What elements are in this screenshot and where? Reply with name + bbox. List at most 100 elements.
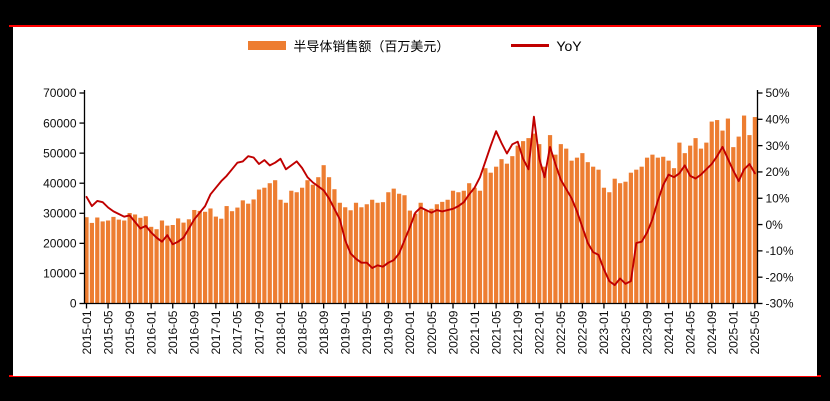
bar-2019-12 — [402, 195, 407, 304]
bar-2024-05 — [688, 145, 693, 304]
x-tick-label: 2019-05 — [360, 310, 374, 354]
bar-2016-12 — [208, 208, 213, 304]
bar-2017-12 — [273, 180, 278, 304]
bar-2017-11 — [267, 183, 272, 304]
axes — [83, 90, 759, 305]
bar-2021-08 — [510, 156, 515, 304]
x-tick-label: 2024-01 — [662, 310, 676, 354]
bar-2015-10 — [132, 214, 138, 304]
bar-2022-06 — [564, 148, 569, 304]
bar-2023-03 — [612, 178, 617, 304]
bar-2023-04 — [618, 183, 623, 304]
bar-2019-10 — [391, 188, 396, 304]
left-axis-ticks: 70000 60000 50000 40000 30000 20000 10000 0 — [43, 86, 85, 311]
bar-2018-10 — [326, 177, 332, 304]
chart-legend: 半导体销售额（百万美元） YoY — [13, 36, 817, 55]
right-tick-label: 0% — [766, 218, 784, 232]
x-tick-label: 2017-01 — [209, 310, 223, 354]
bar-2020-03 — [418, 202, 423, 304]
x-tick-label: 2023-09 — [640, 310, 654, 354]
left-tick-label: 60000 — [43, 116, 77, 130]
left-tick-label: 10000 — [43, 267, 77, 281]
x-tick-label: 2017-09 — [252, 310, 266, 354]
left-tick-label: 70000 — [43, 86, 77, 100]
bar-2018-11 — [332, 189, 337, 304]
bar-2025-04 — [747, 135, 752, 304]
bar-2024-12 — [725, 118, 731, 304]
bar-2023-08 — [639, 166, 644, 304]
bar-2018-03 — [289, 190, 294, 304]
bar-2021-03 — [483, 168, 488, 304]
bar-2020-07 — [440, 201, 445, 304]
bar-2024-06 — [693, 138, 698, 304]
x-tick-label: 2025-05 — [748, 310, 762, 354]
bar-2017-05 — [235, 207, 240, 304]
bar-2016-11 — [202, 211, 208, 304]
bar-2016-06 — [176, 218, 181, 304]
top-red-divider — [9, 25, 821, 27]
bar-2020-12 — [467, 183, 472, 304]
bar-2023-05 — [623, 181, 628, 304]
bar-2025-03 — [741, 115, 747, 304]
x-tick-label: 2015-01 — [80, 310, 94, 354]
bar-2020-05 — [429, 208, 434, 304]
bar-2024-04 — [682, 153, 687, 304]
right-tick-label: -20% — [766, 270, 794, 284]
bar-2019-07 — [375, 202, 380, 304]
bar-2022-10 — [585, 162, 590, 304]
right-tick-label: 30% — [766, 139, 790, 153]
bar-2018-08 — [316, 177, 321, 304]
x-tick-label: 2020-09 — [446, 310, 460, 354]
bar-2017-03 — [224, 206, 229, 304]
x-tick-label: 2018-05 — [295, 310, 309, 354]
x-axis-ticks: 2015-01 2015-05 2015-09 2016-01 2016-05 2016-… — [80, 303, 762, 355]
x-tick-label: 2015-05 — [101, 310, 115, 354]
x-tick-label: 2021-01 — [468, 310, 482, 354]
bar-2020-11 — [461, 190, 466, 304]
x-tick-label: 2020-01 — [403, 310, 417, 354]
bar-2018-06 — [305, 180, 310, 304]
x-tick-label: 2017-05 — [231, 310, 245, 354]
x-tick-label: 2024-05 — [683, 310, 697, 354]
bar-2016-08 — [186, 219, 192, 304]
bar-2024-02 — [671, 168, 677, 304]
bar-2019-11 — [397, 193, 402, 304]
bar-2022-12 — [596, 169, 601, 304]
bar-2020-10 — [456, 192, 461, 304]
x-tick-label: 2021-05 — [489, 310, 503, 354]
line-series-swatch — [511, 44, 550, 47]
bar-2022-02 — [542, 166, 547, 304]
x-tick-label: 2016-01 — [144, 310, 158, 354]
bar-2025-02 — [736, 136, 741, 304]
bar-2015-09 — [127, 212, 132, 304]
bar-2016-09 — [192, 209, 197, 304]
bar-2024-01 — [666, 160, 671, 304]
bar-2019-03 — [353, 202, 359, 304]
x-tick-label: 2016-09 — [188, 310, 202, 354]
x-tick-label: 2015-09 — [123, 310, 137, 354]
bar-2017-06 — [240, 200, 245, 304]
bar-2021-10 — [520, 141, 526, 304]
bottom-red-divider — [9, 375, 821, 377]
bar-2021-06 — [499, 159, 504, 304]
bar-2017-02 — [219, 218, 224, 304]
bar-2018-04 — [294, 192, 299, 304]
bar-2025-05 — [752, 117, 757, 304]
bar-2020-01 — [407, 210, 412, 304]
bar-2019-01 — [343, 207, 348, 304]
bar-2015-02 — [89, 222, 94, 304]
bar-2018-02 — [283, 202, 289, 304]
line-series — [85, 115, 756, 287]
left-tick-label: 50000 — [43, 146, 77, 160]
bar-2015-04 — [100, 221, 105, 304]
x-tick-label: 2022-01 — [533, 310, 547, 354]
left-tick-label: 40000 — [43, 176, 77, 190]
bar-2024-10 — [715, 120, 720, 304]
bar-2016-10 — [197, 210, 202, 304]
x-tick-label: 2022-05 — [554, 310, 568, 354]
bars-series — [84, 115, 757, 304]
bar-2016-03 — [159, 220, 165, 304]
bar-2020-02 — [413, 213, 418, 304]
bar-2021-04 — [488, 172, 493, 304]
